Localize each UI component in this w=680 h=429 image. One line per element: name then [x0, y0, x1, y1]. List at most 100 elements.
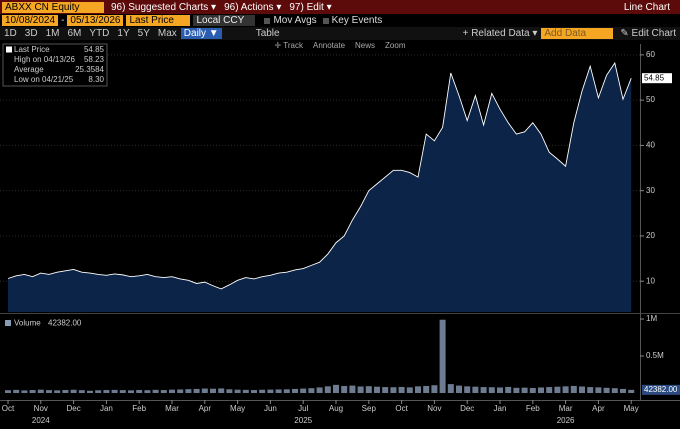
toggle[interactable]: Key Events: [331, 15, 383, 26]
volume-bar: [480, 387, 487, 393]
volume-bar: [333, 384, 339, 393]
legend-swatch: [6, 46, 12, 53]
volume-bar: [210, 388, 216, 393]
volume-bar: [234, 389, 241, 393]
volume-bar: [415, 386, 421, 393]
period[interactable]: Max: [157, 28, 177, 39]
y-tick-label: 30: [646, 186, 655, 195]
period[interactable]: 6M: [67, 28, 82, 39]
volume-bar: [513, 387, 520, 393]
y-tick-label: 50: [646, 95, 655, 104]
volume-bar: [128, 390, 134, 393]
tool[interactable]: Zoom: [385, 40, 406, 50]
volume-bar: [521, 387, 528, 393]
menu[interactable]: 97) Edit ▾: [289, 1, 332, 13]
volume-bar: [529, 387, 536, 393]
x-tick-label: Nov: [34, 404, 48, 413]
period[interactable]: 5Y: [137, 28, 150, 39]
table-button[interactable]: Table: [255, 28, 280, 39]
volume-bar: [111, 389, 118, 393]
volume-bar: [160, 390, 167, 393]
field[interactable]: Last Price: [126, 15, 191, 26]
volume-bar: [439, 319, 446, 393]
ticker[interactable]: ABXX CN Equity: [2, 1, 104, 13]
menu[interactable]: 96) Actions ▾: [224, 1, 282, 13]
volume-bar: [406, 387, 413, 393]
period[interactable]: 1Y: [117, 28, 130, 39]
legend-label: Volume: [14, 319, 41, 328]
volume-bar: [603, 387, 610, 393]
volume-bar: [5, 390, 11, 393]
last-price-tag-bg: [642, 73, 672, 84]
separator: -: [61, 15, 65, 26]
tool[interactable]: Annotate: [312, 40, 346, 50]
volume-bar: [611, 388, 618, 393]
x-tick-label: Aug: [329, 404, 343, 413]
volume-bar: [349, 385, 356, 393]
volume-bar: [554, 386, 561, 393]
volume-bar: [275, 389, 282, 393]
volume-bar: [283, 389, 290, 393]
y-tick-label: 40: [646, 141, 655, 150]
checkbox[interactable]: [322, 17, 329, 24]
x-tick-label: Apr: [199, 404, 212, 413]
volume-bar: [119, 390, 126, 393]
x-tick-label: Apr: [592, 404, 605, 413]
x-group-label: 2024: [32, 416, 50, 425]
volume-bar: [177, 389, 184, 393]
add-data[interactable]: Add Data: [541, 28, 614, 39]
volume-bar: [267, 389, 274, 393]
x-tick-label: Jan: [100, 404, 113, 413]
price-area: [8, 63, 632, 312]
x-tick-label: Mar: [559, 404, 573, 413]
start-date[interactable]: 10/08/2024: [2, 15, 59, 26]
volume-bar: [365, 386, 372, 393]
stats-box: [2, 43, 108, 87]
volume-bar: [505, 386, 512, 393]
currency[interactable]: Local CCY: [193, 15, 256, 26]
legend-value: 42382.00: [48, 319, 82, 328]
volume-bar: [242, 389, 249, 393]
volume-bar: [292, 388, 298, 393]
period[interactable]: 3D: [24, 28, 38, 39]
period[interactable]: 1D: [4, 28, 17, 39]
toggle[interactable]: Mov Avgs: [273, 15, 317, 26]
x-tick-label: Sep: [362, 404, 377, 413]
volume-bar: [324, 386, 331, 393]
volume-bar: [488, 387, 495, 393]
volume-bar: [423, 385, 430, 393]
volume-bar: [46, 390, 52, 393]
x-tick-label: May: [230, 404, 245, 413]
stat-value: 8.30: [88, 75, 104, 84]
x-tick-label: Feb: [132, 404, 146, 413]
volume-bar: [78, 390, 85, 393]
checkbox[interactable]: [264, 17, 271, 24]
end-date[interactable]: 05/13/2026: [67, 15, 124, 26]
x-tick-label: May: [624, 404, 639, 413]
tool[interactable]: News: [355, 40, 376, 50]
volume-bar: [538, 387, 544, 393]
volume-bar: [226, 389, 233, 393]
price-line: [7, 61, 632, 290]
volume-bar: [54, 390, 61, 393]
legend-swatch: [5, 320, 11, 326]
volume-bar: [152, 389, 159, 393]
volume-bar: [29, 390, 36, 393]
period[interactable]: 1M: [45, 28, 60, 39]
volume-bar: [431, 385, 438, 393]
volume-bar: [300, 388, 307, 393]
period[interactable]: YTD: [89, 28, 110, 39]
x-tick-label: Oct: [2, 404, 15, 413]
volume-bar: [595, 387, 602, 393]
related-data[interactable]: + Related Data ▾: [462, 28, 538, 39]
x-group-label: 2025: [294, 416, 312, 425]
tool[interactable]: ✛ Track: [274, 40, 303, 50]
volume-bar: [357, 386, 364, 393]
frequency[interactable]: Daily ▼: [180, 28, 222, 39]
menu[interactable]: 96) Suggested Charts ▾: [111, 1, 217, 13]
x-tick-label: Mar: [165, 404, 179, 413]
edit-chart[interactable]: ✎ Edit Chart: [620, 28, 676, 39]
stat-label: Last Price: [14, 45, 50, 54]
